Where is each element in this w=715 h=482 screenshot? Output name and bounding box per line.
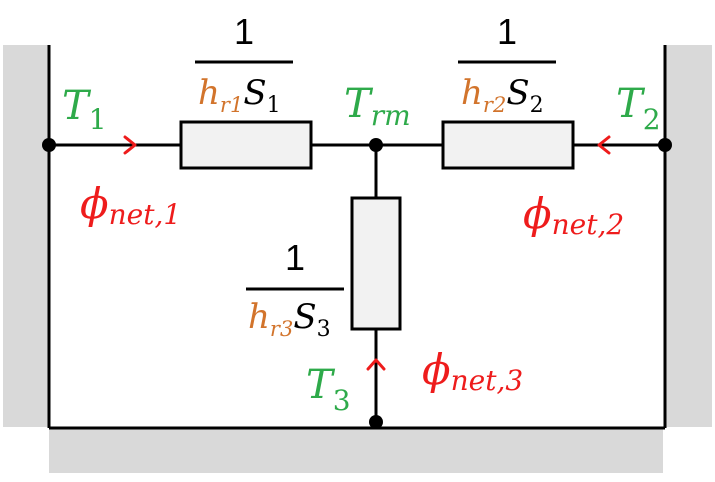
resistance-3-numerator: 1 bbox=[285, 237, 305, 278]
resistance-3-denominator: hr3S3 bbox=[248, 297, 331, 342]
resistor-1 bbox=[179, 120, 313, 170]
flux-arrow-1 bbox=[123, 135, 137, 155]
resistor-2 bbox=[441, 120, 575, 170]
temperature-t2-label: T2 bbox=[616, 81, 661, 136]
resistance-1-numerator: 1 bbox=[234, 11, 254, 52]
flux-2-label: ϕnet,2 bbox=[523, 189, 624, 241]
resistance-1-denominator: hr1S1 bbox=[198, 73, 281, 118]
flux-arrow-2 bbox=[597, 135, 611, 155]
right-wall bbox=[666, 45, 712, 427]
temperature-t1-label: T1 bbox=[62, 83, 107, 136]
flux-arrow-3 bbox=[366, 358, 386, 371]
bottom-wall bbox=[49, 429, 663, 473]
flux-1-label: ϕnet,1 bbox=[80, 179, 181, 231]
temperature-t3-label: T3 bbox=[306, 362, 351, 417]
resistance-2-numerator: 1 bbox=[497, 11, 517, 52]
node-trm bbox=[369, 138, 383, 152]
resistance-2-denominator: hr2S2 bbox=[461, 73, 544, 118]
resistor-3 bbox=[350, 196, 402, 331]
flux-3-label: ϕnet,3 bbox=[422, 345, 523, 397]
node-t1 bbox=[42, 138, 56, 152]
temperature-trm-label: Trm bbox=[344, 81, 411, 132]
node-t3 bbox=[369, 415, 383, 429]
left-wall bbox=[3, 45, 49, 427]
node-t2 bbox=[658, 138, 672, 152]
